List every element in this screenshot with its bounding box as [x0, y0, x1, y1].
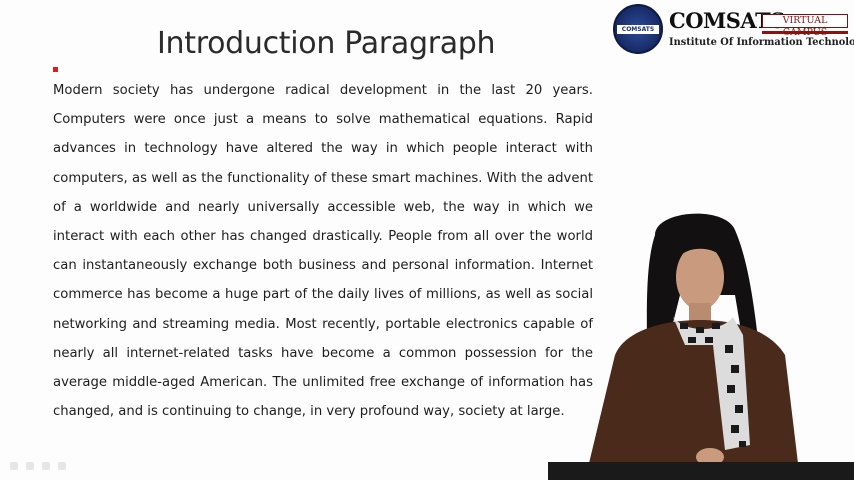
- next-slide-icon[interactable]: [58, 462, 66, 470]
- presenter-face: [676, 244, 724, 310]
- podium: [548, 462, 854, 480]
- tag-underline: [762, 31, 848, 34]
- slide-paragraph: Modern society has undergone radical dev…: [53, 83, 593, 420]
- menu-icon[interactable]: [42, 462, 50, 470]
- presenter-hands: [696, 448, 724, 466]
- slide-title: Introduction Paragraph: [157, 26, 496, 61]
- bullet-marker: [53, 67, 58, 72]
- presenter-figure: [585, 213, 800, 480]
- institute-name: Institute Of Information Technology: [669, 37, 854, 48]
- prev-slide-icon[interactable]: [10, 462, 18, 470]
- slide-controls: [10, 460, 90, 474]
- comsats-seal-icon: COMSATS: [613, 4, 663, 54]
- seal-label: COMSATS: [617, 25, 659, 34]
- virtual-campus-tag: VIRTUAL CAMPUS: [762, 14, 848, 38]
- pen-icon[interactable]: [26, 462, 34, 470]
- comsats-logo: COMSATS COMSATS VIRTUAL CAMPUS Institute…: [613, 4, 854, 54]
